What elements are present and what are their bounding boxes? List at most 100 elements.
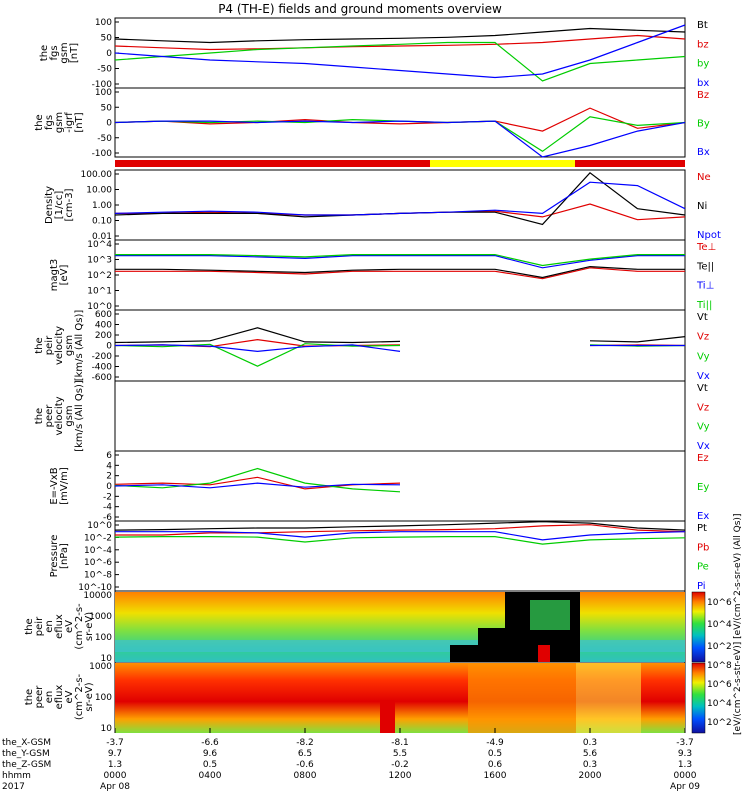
ytick-density-1: 10.00 [86, 186, 112, 196]
xaxis-row-label-4: 2017 [2, 782, 25, 792]
series-fgs_gsm-2 [114, 41, 686, 82]
ytick-e_field-2: 2 [106, 472, 112, 482]
ylabel-e_field-1: [mV/m] [59, 467, 70, 505]
series-fgs_gsm-3 [114, 24, 686, 79]
ylabel-peer_velocity-0: the [34, 408, 45, 424]
ylabel-density-2: [cm-3] [64, 188, 75, 221]
panel-fgs_gsm: the fgs gsm [nT] 100 50 0 -50 -100 Bt bz by bx [39, 17, 709, 90]
legend-fgs_gsm-3: bx [697, 78, 709, 89]
ytick-fgs_gsm-2: 0 [106, 49, 112, 59]
ytick-e_field-6: -6 [103, 513, 112, 523]
legend-peer_velocity-0: Vt [697, 383, 708, 394]
legend-e_field-2: Ex [697, 511, 709, 522]
ylabel-density-1: [1/cc] [54, 191, 65, 220]
series-temperature-1 [115, 265, 685, 279]
ylabel-peir_flux-3: eflux [54, 614, 65, 639]
ylabel-peer_velocity-1: peer [44, 404, 55, 428]
ylabel-peer_velocity-4: [km/s (All Qs)] [74, 380, 85, 452]
legend-fgs_gsm_igrf-2: Bx [697, 147, 710, 158]
series-fgs_gsm-0 [114, 27, 686, 44]
legend-peir_velocity-3: Vx [697, 371, 710, 382]
xaxis-tick-0-z: 1.3 [108, 760, 122, 770]
series-pressure-1 [115, 524, 686, 536]
ylabel-peer_flux-3: eflux [54, 685, 65, 710]
panel-frame-temperature [114, 239, 686, 311]
xaxis-tick-0-x: -3.7 [106, 738, 124, 748]
xaxis-tick-4-x: -4.9 [486, 738, 504, 748]
ytick-peer_flux-1: 100 [95, 693, 112, 703]
ytick-pressure-3: 10^-6 [84, 558, 112, 568]
legend-fgs_gsm-0: Bt [697, 20, 708, 31]
xaxis-tick-1-t: 0400 [199, 771, 222, 781]
panel-frame-e_field [114, 450, 686, 522]
ytick-fgs_gsm_igrf-0: 100 [95, 88, 112, 98]
xaxis-tick-6-x: -3.7 [676, 738, 694, 748]
series-temperature-0 [115, 267, 685, 280]
panel-density: Density [1/cc] [cm-3] 100.00 10.00 1.00 0.10 0.… [44, 169, 721, 242]
ylabel-peir_flux-5: (cm^2-s- [74, 603, 85, 650]
ytick-fgs_gsm-1: 50 [101, 34, 113, 44]
ylabel-fgs_gsm_igrf-1: fgs [44, 115, 55, 130]
colorbar: 10^6 10^4 10^2 10^8 10^6 10^4 10^2 [eV/(cm^2-s… [691, 514, 743, 735]
xaxis-tick-1-y: 9.6 [203, 749, 218, 759]
legend-e_field-0: Ez [697, 453, 709, 464]
xaxis-tick-5-z: 0.3 [583, 760, 597, 770]
ylabel-peer_flux-4: eV [64, 690, 75, 703]
ylabel-fgs_gsm_igrf-2: gsm [54, 112, 65, 133]
x-axis: the_X-GSMthe_Y-GSMthe_Z-GSMhhmm2017-3.79… [2, 728, 700, 792]
series-fgs_gsm_igrf-0 [114, 107, 686, 132]
xaxis-tick-4-y: 0.5 [488, 749, 502, 759]
ylabel-fgs_gsm_igrf-4: [nT] [74, 112, 85, 132]
ytick-peir_velocity-4: -200 [92, 352, 113, 362]
ion-spectrogram-hot [530, 600, 570, 630]
colorbar-tick-top-2: 10^2 [707, 642, 732, 652]
xaxis-row-label-0: the_X-GSM [2, 738, 51, 748]
series-temperature-2 [115, 255, 685, 269]
legend-pressure-0: Pt [697, 523, 707, 534]
ylabel-peer_flux-5: (cm^2-s- [74, 673, 85, 720]
xaxis-tick-0-t: 0000 [104, 771, 127, 781]
xaxis-tick-6-y: 9.3 [678, 749, 692, 759]
colorbar-tick-top-1: 10^4 [707, 620, 732, 630]
legend-pressure-1: Pb [697, 542, 709, 553]
legend-fgs_gsm_igrf-1: By [697, 119, 710, 130]
legend-temperature-2: Ti⊥ [696, 281, 714, 292]
panel-fgs_gsm_igrf: the fgs gsm -igrf [nT] 100 50 0 -50 -100 Bz By Bx [34, 87, 710, 159]
xaxis-tick-4-z: 0.6 [488, 760, 503, 770]
xaxis-tick-2-t: 0800 [294, 771, 317, 781]
ytick-peir_flux-2: 100 [95, 633, 112, 643]
ytick-temperature-2: 10^2 [87, 271, 112, 281]
xaxis-row-label-3: hhmm [2, 771, 31, 781]
ylabel-peer_flux-0: the [24, 689, 35, 705]
ytick-fgs_gsm-0: 100 [95, 18, 112, 28]
series-fgs_gsm_igrf-2 [114, 120, 686, 158]
ytick-pressure-0: 10^0 [87, 521, 112, 531]
legend-pressure-3: Pi [697, 581, 706, 592]
legend-fgs_gsm-1: bz [697, 39, 709, 50]
legend-density-0: Ne [697, 172, 711, 183]
legend-fgs_gsm-2: by [697, 59, 709, 70]
colorbar-top [691, 591, 706, 663]
legend-peir_velocity-1: Vz [697, 332, 709, 343]
xaxis-tick-2-y: 6.5 [298, 749, 312, 759]
ytick-pressure-2: 10^-4 [84, 546, 112, 556]
series-density-2 [114, 181, 686, 216]
xaxis-tick-5-t: 2000 [579, 771, 602, 781]
ytick-peer_flux-0: 1000 [89, 662, 112, 672]
colorbar-tick-top-0: 10^6 [707, 598, 732, 608]
ylabel-temperature-0: magt3 [49, 259, 60, 292]
colorbar-ticks: 10^6 10^4 10^2 10^8 10^6 10^4 10^2 [707, 598, 732, 728]
ytick-e_field-5: -4 [103, 503, 112, 513]
ytick-peir_velocity-6: -600 [92, 373, 113, 383]
ytick-peir_velocity-1: 400 [95, 321, 112, 331]
electron-spectrogram [115, 663, 685, 733]
ylabel-fgs_gsm-1: fgs [49, 45, 60, 60]
ylabel-density-0: Density [44, 186, 55, 224]
panel-frame-peer_velocity [114, 380, 686, 452]
ytick-temperature-0: 10^4 [87, 240, 112, 250]
xaxis-tick-5-x: 0.3 [583, 738, 597, 748]
ylabel-peer_flux-2: en [44, 691, 55, 704]
ylabel-peer_velocity-3: gsm [64, 405, 75, 426]
ytick-density-0: 100.00 [81, 170, 113, 180]
